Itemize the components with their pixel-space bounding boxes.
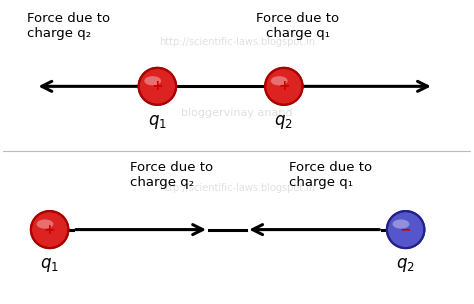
- Ellipse shape: [271, 76, 288, 85]
- Text: $q_2$: $q_2$: [396, 256, 415, 275]
- Ellipse shape: [31, 211, 68, 248]
- Text: http://scientific-laws.blogspot.in: http://scientific-laws.blogspot.in: [159, 36, 315, 47]
- Text: +: +: [278, 79, 290, 93]
- Text: $q_2$: $q_2$: [274, 113, 293, 131]
- Text: +: +: [152, 79, 163, 93]
- Text: Force due to
charge q₁: Force due to charge q₁: [256, 12, 339, 40]
- Ellipse shape: [392, 219, 410, 229]
- Text: Force due to
charge q₁: Force due to charge q₁: [289, 161, 372, 189]
- Ellipse shape: [144, 76, 161, 85]
- Text: Force due to
charge q₂: Force due to charge q₂: [27, 12, 110, 40]
- Text: Force due to
charge q₂: Force due to charge q₂: [130, 161, 213, 189]
- Text: http://scientific-laws.blogspot.in: http://scientific-laws.blogspot.in: [159, 183, 315, 193]
- Text: +: +: [44, 223, 55, 237]
- Ellipse shape: [36, 219, 54, 229]
- Ellipse shape: [387, 211, 424, 248]
- Ellipse shape: [265, 68, 302, 105]
- Text: −: −: [400, 223, 411, 237]
- Ellipse shape: [138, 68, 176, 105]
- Text: $q_1$: $q_1$: [40, 256, 59, 275]
- Text: bloggervinay anand: bloggervinay anand: [181, 108, 293, 118]
- Text: $q_1$: $q_1$: [148, 113, 167, 131]
